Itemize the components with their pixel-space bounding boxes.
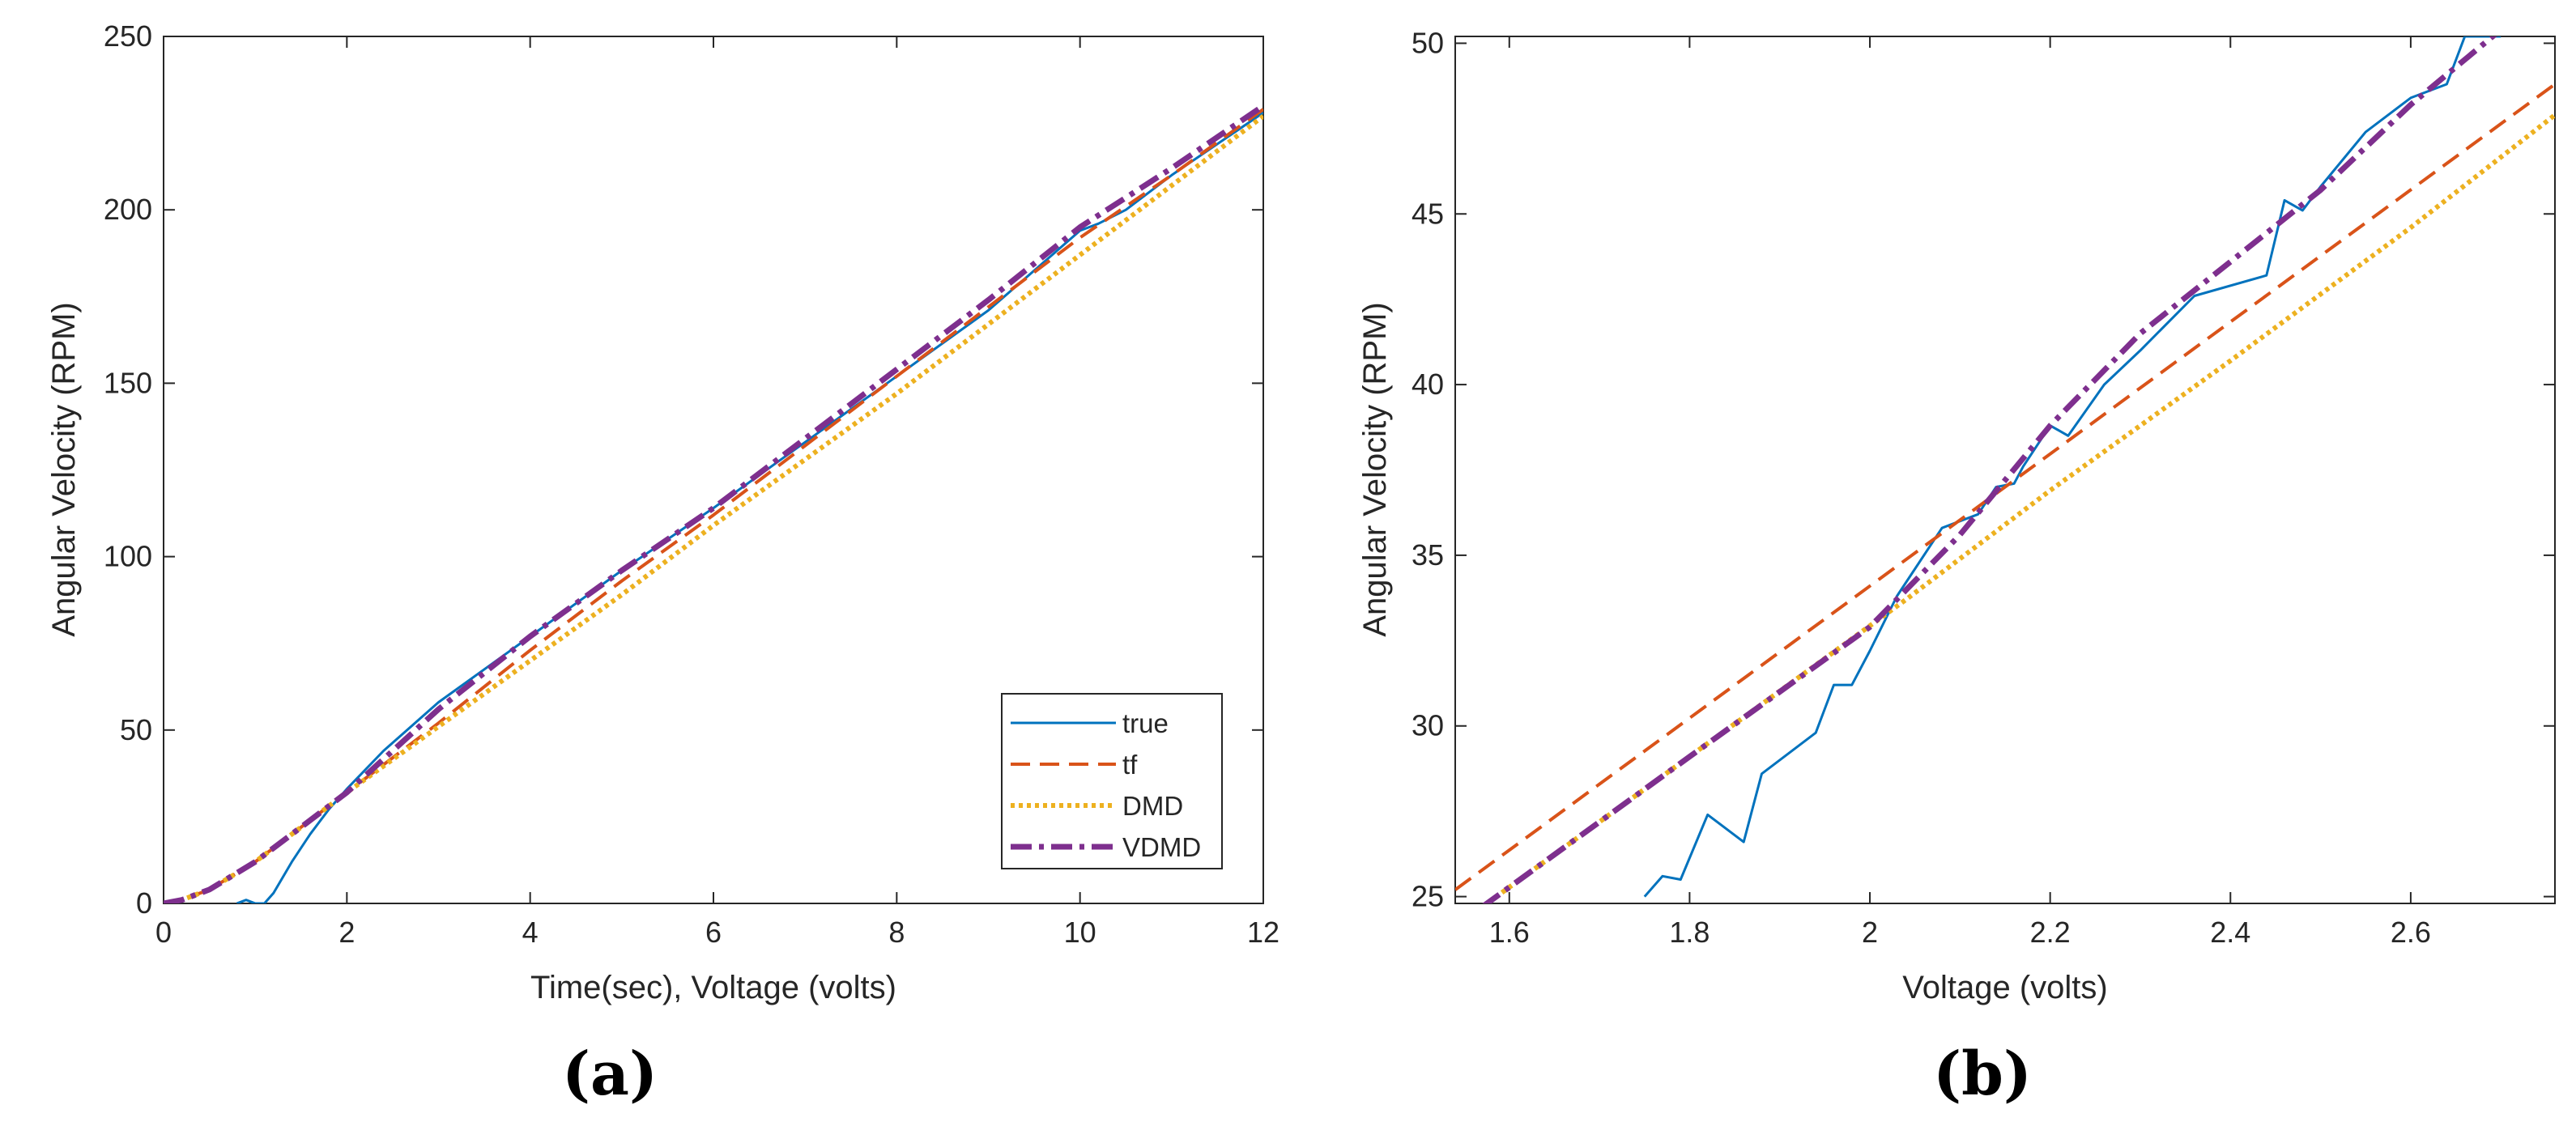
x-tick-label: 1.6 bbox=[1489, 916, 1530, 949]
y-ticks-a: 0 50 100 150 200 250 bbox=[104, 19, 1263, 920]
plot-area-b bbox=[1454, 36, 2556, 904]
x-tick-label: 4 bbox=[522, 916, 539, 949]
x-tick-label: 2.2 bbox=[2030, 916, 2071, 949]
y-tick-label: 30 bbox=[1411, 709, 1444, 742]
series-group-b bbox=[1455, 36, 2555, 903]
y-tick-label: 200 bbox=[104, 193, 152, 226]
panel-label-b: (b) bbox=[1933, 1039, 2032, 1109]
y-tick-label: 40 bbox=[1411, 368, 1444, 401]
y-axis-label-a: Angular Velocity (RPM) bbox=[46, 302, 82, 636]
y-tick-label: 50 bbox=[120, 713, 152, 746]
y-tick-label: 25 bbox=[1411, 880, 1444, 913]
legend-label-vdmd: VDMD bbox=[1122, 832, 1201, 862]
x-tick-label: 1.8 bbox=[1669, 916, 1710, 949]
series-line-vdmd-a bbox=[164, 103, 1263, 903]
panel-a-chart: 0 2 4 6 8 10 12 0 50 100 150 200 250 Time(sec), Vol… bbox=[46, 19, 1279, 1109]
y-ticks-b: 25 30 35 40 45 50 bbox=[1411, 26, 2555, 913]
y-tick-label: 35 bbox=[1411, 538, 1444, 572]
y-tick-label: 250 bbox=[104, 19, 152, 53]
legend-label-true: true bbox=[1122, 708, 1169, 738]
x-axis-label-a: Time(sec), Voltage (volts) bbox=[530, 970, 896, 1005]
y-tick-label: 100 bbox=[104, 540, 152, 573]
panel-label-a: (a) bbox=[562, 1039, 658, 1109]
panel-b-chart: 1.6 1.8 2 2.2 2.4 2.6 25 30 35 40 45 50 Voltage (v… bbox=[1357, 26, 2556, 1109]
x-tick-label: 2.4 bbox=[2210, 916, 2250, 949]
series-line-vdmd-b bbox=[1482, 36, 2497, 903]
series-line-tf-b bbox=[1455, 83, 2555, 891]
y-tick-label: 150 bbox=[104, 366, 152, 399]
x-tick-label: 6 bbox=[705, 916, 722, 949]
legend-label-dmd: DMD bbox=[1122, 791, 1183, 821]
x-tick-label: 2 bbox=[338, 916, 355, 949]
series-line-dmd-a bbox=[164, 114, 1263, 903]
x-tick-label: 8 bbox=[888, 916, 905, 949]
y-tick-label: 0 bbox=[136, 886, 152, 920]
x-tick-label: 2 bbox=[1862, 916, 1878, 949]
x-ticks-a: 0 2 4 6 8 10 12 bbox=[155, 36, 1279, 949]
series-group-a bbox=[164, 103, 1263, 903]
series-line-dmd-b bbox=[1483, 113, 2555, 903]
x-tick-label: 12 bbox=[1247, 916, 1279, 949]
x-axis-label-b: Voltage (volts) bbox=[1902, 970, 2107, 1005]
x-tick-label: 10 bbox=[1064, 916, 1096, 949]
legend-label-tf: tf bbox=[1122, 750, 1138, 780]
x-tick-label: 2.6 bbox=[2391, 916, 2431, 949]
x-ticks-b: 1.6 1.8 2 2.2 2.4 2.6 bbox=[1489, 36, 2431, 949]
series-line-true-b bbox=[1643, 36, 2501, 898]
y-tick-label: 45 bbox=[1411, 197, 1444, 230]
legend: true tf DMD VDMD bbox=[1001, 693, 1223, 869]
y-axis-label-b: Angular Velocity (RPM) bbox=[1357, 302, 1393, 636]
y-tick-label: 50 bbox=[1411, 26, 1444, 59]
x-tick-label: 0 bbox=[155, 916, 172, 949]
